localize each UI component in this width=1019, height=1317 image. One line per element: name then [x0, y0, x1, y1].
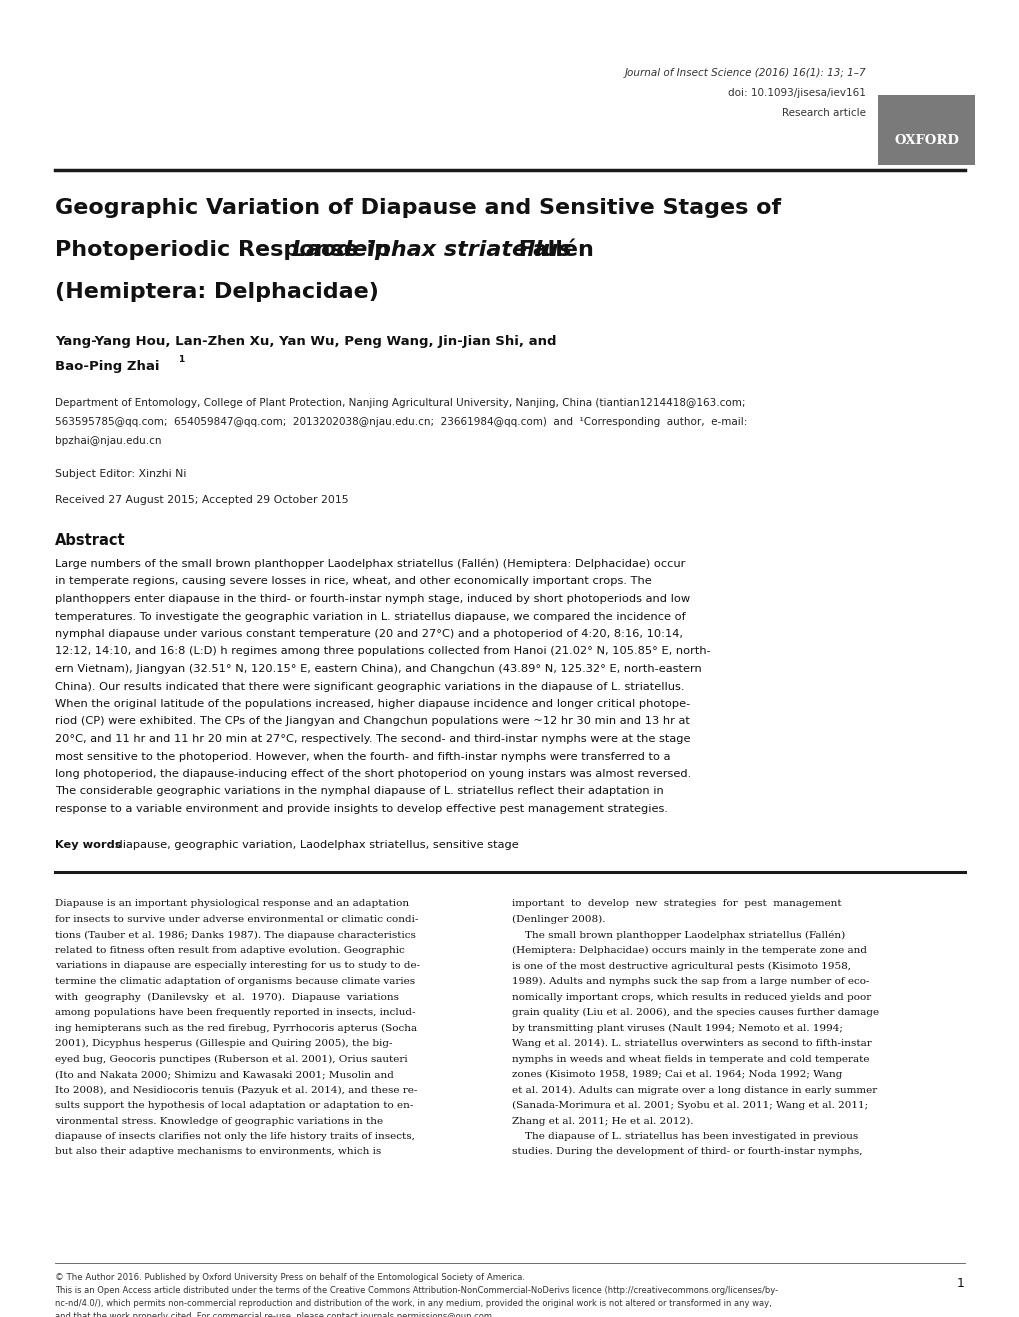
Text: variations in diapause are especially interesting for us to study to de-: variations in diapause are especially in… — [55, 961, 420, 971]
Text: planthoppers enter diapause in the third- or fourth-instar nymph stage, induced : planthoppers enter diapause in the third… — [55, 594, 690, 605]
Text: China). Our results indicated that there were significant geographic variations : China). Our results indicated that there… — [55, 681, 684, 691]
Text: response to a variable environment and provide insights to develop effective pes: response to a variable environment and p… — [55, 803, 667, 814]
Text: Fallén: Fallén — [511, 240, 593, 259]
Text: Photoperiodic Response in: Photoperiodic Response in — [55, 240, 397, 259]
Text: grain quality (Liu et al. 2006), and the species causes further damage: grain quality (Liu et al. 2006), and the… — [512, 1008, 878, 1017]
Text: vironmental stress. Knowledge of geographic variations in the: vironmental stress. Knowledge of geograp… — [55, 1117, 383, 1126]
Text: This is an Open Access article distributed under the terms of the Creative Commo: This is an Open Access article distribut… — [55, 1285, 777, 1295]
Text: important  to  develop  new  strategies  for  pest  management: important to develop new strategies for … — [512, 900, 841, 909]
Text: most sensitive to the photoperiod. However, when the fourth- and fifth-instar ny: most sensitive to the photoperiod. Howev… — [55, 752, 669, 761]
Text: eyed bug, Geocoris punctipes (Ruberson et al. 2001), Orius sauteri: eyed bug, Geocoris punctipes (Ruberson e… — [55, 1055, 408, 1064]
Text: Journal of Insect Science (2016) 16(1): 13; 1–7: Journal of Insect Science (2016) 16(1): … — [624, 68, 865, 78]
Text: Abstract: Abstract — [55, 533, 125, 548]
Text: but also their adaptive mechanisms to environments, which is: but also their adaptive mechanisms to en… — [55, 1147, 381, 1156]
Text: Key words: Key words — [55, 839, 121, 849]
Text: ern Vietnam), Jiangyan (32.51° N, 120.15° E, eastern China), and Changchun (43.8: ern Vietnam), Jiangyan (32.51° N, 120.15… — [55, 664, 701, 674]
Text: Research article: Research article — [782, 108, 865, 119]
Text: zones (Kisimoto 1958, 1989; Cai et al. 1964; Noda 1992; Wang: zones (Kisimoto 1958, 1989; Cai et al. 1… — [512, 1069, 842, 1079]
Text: Department of Entomology, College of Plant Protection, Nanjing Agricultural Univ: Department of Entomology, College of Pla… — [55, 398, 745, 408]
Text: nymphs in weeds and wheat fields in temperate and cold temperate: nymphs in weeds and wheat fields in temp… — [512, 1055, 868, 1064]
Text: 1989). Adults and nymphs suck the sap from a large number of eco-: 1989). Adults and nymphs suck the sap fr… — [512, 977, 868, 986]
Text: among populations have been frequently reported in insects, includ-: among populations have been frequently r… — [55, 1008, 415, 1017]
Text: 2001), Dicyphus hesperus (Gillespie and Quiring 2005), the big-: 2001), Dicyphus hesperus (Gillespie and … — [55, 1039, 392, 1048]
Text: (Sanada-Morimura et al. 2001; Syobu et al. 2011; Wang et al. 2011;: (Sanada-Morimura et al. 2001; Syobu et a… — [512, 1101, 867, 1110]
Text: OXFORD: OXFORD — [894, 134, 958, 148]
Text: doi: 10.1093/jisesa/iev161: doi: 10.1093/jisesa/iev161 — [728, 88, 865, 97]
Text: nc-nd/4.0/), which permits non-commercial reproduction and distribution of the w: nc-nd/4.0/), which permits non-commercia… — [55, 1299, 771, 1308]
Text: 12:12, 14:10, and 16:8 (L:D) h regimes among three populations collected from Ha: 12:12, 14:10, and 16:8 (L:D) h regimes a… — [55, 647, 710, 656]
Text: : diapause, geographic variation, Laodelphax striatellus, sensitive stage: : diapause, geographic variation, Laodel… — [108, 839, 518, 849]
Text: Geographic Variation of Diapause and Sensitive Stages of: Geographic Variation of Diapause and Sen… — [55, 198, 781, 219]
Text: (Hemiptera: Delphacidae): (Hemiptera: Delphacidae) — [55, 282, 378, 302]
Text: studies. During the development of third- or fourth-instar nymphs,: studies. During the development of third… — [512, 1147, 862, 1156]
Text: temperatures. To investigate the geographic variation in L. striatellus diapause: temperatures. To investigate the geograp… — [55, 611, 685, 622]
Text: bpzhai@njau.edu.cn: bpzhai@njau.edu.cn — [55, 436, 161, 446]
Text: for insects to survive under adverse environmental or climatic condi-: for insects to survive under adverse env… — [55, 915, 418, 925]
Text: is one of the most destructive agricultural pests (Kisimoto 1958,: is one of the most destructive agricultu… — [512, 961, 850, 971]
Text: sults support the hypothesis of local adaptation or adaptation to en-: sults support the hypothesis of local ad… — [55, 1101, 413, 1110]
Text: nymphal diapause under various constant temperature (20 and 27°C) and a photoper: nymphal diapause under various constant … — [55, 630, 683, 639]
Text: Ito 2008), and Nesidiocoris tenuis (Pazyuk et al. 2014), and these re-: Ito 2008), and Nesidiocoris tenuis (Pazy… — [55, 1085, 417, 1094]
Text: tions (Tauber et al. 1986; Danks 1987). The diapause characteristics: tions (Tauber et al. 1986; Danks 1987). … — [55, 931, 416, 939]
Text: 20°C, and 11 hr and 11 hr 20 min at 27°C, respectively. The second- and third-in: 20°C, and 11 hr and 11 hr 20 min at 27°C… — [55, 734, 690, 744]
Text: nomically important crops, which results in reduced yields and poor: nomically important crops, which results… — [512, 993, 870, 1001]
Text: related to fitness often result from adaptive evolution. Geographic: related to fitness often result from ada… — [55, 946, 405, 955]
Text: in temperate regions, causing severe losses in rice, wheat, and other economical: in temperate regions, causing severe los… — [55, 577, 651, 586]
Text: 563595785@qq.com;  654059847@qq.com;  2013202038@njau.edu.cn;  23661984@qq.com) : 563595785@qq.com; 654059847@qq.com; 2013… — [55, 417, 747, 427]
Text: riod (CP) were exhibited. The CPs of the Jiangyan and Changchun populations were: riod (CP) were exhibited. The CPs of the… — [55, 716, 689, 727]
Text: (Ito and Nakata 2000; Shimizu and Kawasaki 2001; Musolin and: (Ito and Nakata 2000; Shimizu and Kawasa… — [55, 1069, 393, 1079]
Text: 1: 1 — [956, 1277, 964, 1289]
Text: The small brown planthopper Laodelphax striatellus (Fallén): The small brown planthopper Laodelphax s… — [512, 931, 845, 940]
Text: When the original latitude of the populations increased, higher diapause inciden: When the original latitude of the popula… — [55, 699, 690, 709]
Text: © The Author 2016. Published by Oxford University Press on behalf of the Entomol: © The Author 2016. Published by Oxford U… — [55, 1274, 525, 1281]
Text: and that the work properly cited. For commercial re-use, please contact journals: and that the work properly cited. For co… — [55, 1312, 491, 1317]
Text: diapause of insects clarifies not only the life history traits of insects,: diapause of insects clarifies not only t… — [55, 1133, 415, 1141]
Bar — [877, 95, 974, 165]
Text: Diapause is an important physiological response and an adaptation: Diapause is an important physiological r… — [55, 900, 409, 909]
Text: long photoperiod, the diapause-inducing effect of the short photoperiod on young: long photoperiod, the diapause-inducing … — [55, 769, 691, 778]
Text: Zhang et al. 2011; He et al. 2012).: Zhang et al. 2011; He et al. 2012). — [512, 1117, 693, 1126]
Text: (Hemiptera: Delphacidae) occurs mainly in the temperate zone and: (Hemiptera: Delphacidae) occurs mainly i… — [512, 946, 866, 955]
Text: with  geography  (Danilevsky  et  al.  1970).  Diapause  variations: with geography (Danilevsky et al. 1970).… — [55, 993, 398, 1002]
Text: The considerable geographic variations in the nymphal diapause of L. striatellus: The considerable geographic variations i… — [55, 786, 663, 797]
Text: Laodelphax striatellus: Laodelphax striatellus — [292, 240, 572, 259]
Text: (Denlinger 2008).: (Denlinger 2008). — [512, 915, 605, 925]
Text: Wang et al. 2014). L. striatellus overwinters as second to fifth-instar: Wang et al. 2014). L. striatellus overwi… — [512, 1039, 871, 1048]
Text: by transmitting plant viruses (Nault 1994; Nemoto et al. 1994;: by transmitting plant viruses (Nault 199… — [512, 1023, 842, 1033]
Text: 1: 1 — [178, 356, 184, 363]
Text: ing hemipterans such as the red firebug, Pyrrhocoris apterus (Socha: ing hemipterans such as the red firebug,… — [55, 1023, 417, 1033]
Text: Subject Editor: Xinzhi Ni: Subject Editor: Xinzhi Ni — [55, 469, 186, 479]
Text: Yang-Yang Hou, Lan-Zhen Xu, Yan Wu, Peng Wang, Jin-Jian Shi, and: Yang-Yang Hou, Lan-Zhen Xu, Yan Wu, Peng… — [55, 335, 556, 348]
Text: Bao-Ping Zhai: Bao-Ping Zhai — [55, 360, 159, 373]
Text: Large numbers of the small brown planthopper Laodelphax striatellus (Fallén) (He: Large numbers of the small brown plantho… — [55, 558, 685, 569]
Text: Received 27 August 2015; Accepted 29 October 2015: Received 27 August 2015; Accepted 29 Oct… — [55, 495, 348, 504]
Text: termine the climatic adaptation of organisms because climate varies: termine the climatic adaptation of organ… — [55, 977, 415, 986]
Text: et al. 2014). Adults can migrate over a long distance in early summer: et al. 2014). Adults can migrate over a … — [512, 1085, 876, 1094]
Text: The diapause of L. striatellus has been investigated in previous: The diapause of L. striatellus has been … — [512, 1133, 857, 1141]
